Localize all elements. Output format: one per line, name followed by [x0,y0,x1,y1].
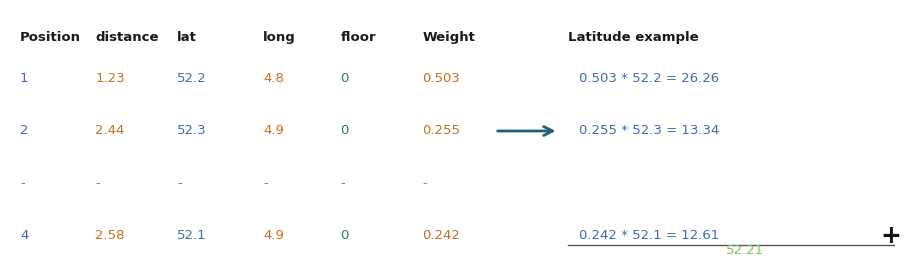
Text: Position: Position [20,31,81,45]
Text: -: - [263,177,268,190]
Text: 52.3: 52.3 [177,124,207,138]
Text: 4.8: 4.8 [263,72,284,85]
Text: -: - [20,177,25,190]
Text: 0: 0 [340,229,349,242]
Text: 0.242: 0.242 [422,229,460,242]
Text: long: long [263,31,296,45]
Text: -: - [340,177,345,190]
Text: 0.242 * 52.1 = 12.61: 0.242 * 52.1 = 12.61 [579,229,719,242]
Text: lat: lat [177,31,197,45]
Text: 4.9: 4.9 [263,229,284,242]
Text: Latitude example: Latitude example [568,31,698,45]
Text: 1: 1 [20,72,28,85]
Text: floor: floor [340,31,376,45]
Text: 4: 4 [20,229,28,242]
Text: 0: 0 [340,72,349,85]
Text: 0.255 * 52.3 = 13.34: 0.255 * 52.3 = 13.34 [579,124,720,138]
Text: 2: 2 [20,124,28,138]
Text: -: - [95,177,100,190]
Text: Weight: Weight [422,31,475,45]
Text: -: - [177,177,182,190]
Text: 1.23: 1.23 [95,72,125,85]
Text: distance: distance [95,31,159,45]
Text: 2.58: 2.58 [95,229,124,242]
Text: 52.2: 52.2 [177,72,207,85]
Text: 0.255: 0.255 [422,124,460,138]
Text: 4.9: 4.9 [263,124,284,138]
Text: 52.21: 52.21 [726,244,765,257]
Text: -: - [422,177,427,190]
Text: 52.1: 52.1 [177,229,207,242]
Text: 0: 0 [340,124,349,138]
Text: 2.44: 2.44 [95,124,124,138]
Text: 0.503 * 52.2 = 26.26: 0.503 * 52.2 = 26.26 [579,72,719,85]
Text: 0.503: 0.503 [422,72,460,85]
Text: +: + [881,224,902,248]
